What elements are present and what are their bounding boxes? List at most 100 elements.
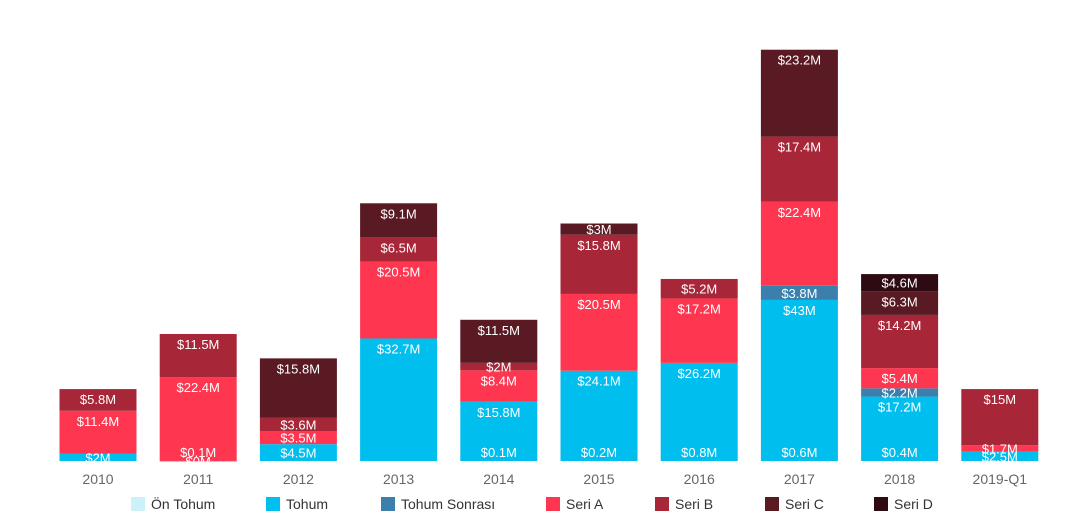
bars-layer — [59, 49, 1039, 462]
bar-segment-1-2011 — [159, 460, 237, 462]
x-tick-label: 2015 — [583, 471, 614, 487]
data-label: $3.5M — [280, 431, 316, 446]
data-label: $6.3M — [882, 294, 918, 309]
bar-segment-4-2017 — [760, 136, 838, 202]
data-label: $11.4M — [77, 414, 119, 429]
bar-segment-2-2018 — [861, 388, 939, 397]
legend-entry-label: Tohum — [286, 496, 328, 512]
legend: Ön Tohum Tohum Tohum Sonrası Seri A Seri B Se… — [131, 495, 933, 512]
bar-segment-3-2014 — [460, 370, 538, 402]
legend-entry-label: Ön Tohum — [151, 495, 215, 512]
legend-swatch — [765, 497, 779, 511]
bar-segment-1-2017 — [760, 299, 838, 461]
data-label: $15.8M — [477, 405, 520, 420]
x-tick-label: 2017 — [784, 471, 815, 487]
data-label: $4.6M — [882, 276, 918, 291]
bar-segment-4-2014 — [460, 362, 538, 371]
data-label-base: $0.6M — [781, 445, 817, 460]
data-label: $15.8M — [577, 238, 620, 253]
bar-segment-5-2012 — [259, 358, 337, 418]
x-axis-ticks: 2010 2011 2012 2013 2014 2015 2016 2017 2018 2019… — [82, 471, 1027, 487]
x-tick-label: 2014 — [483, 471, 514, 487]
bar-segment-1-2010 — [59, 453, 137, 461]
data-label: $0M — [186, 454, 211, 469]
data-label: $15.8M — [277, 361, 320, 376]
bar-segment-4-2016 — [660, 278, 738, 299]
bar-segment-4-2011 — [159, 333, 237, 378]
data-label: $8.4M — [481, 373, 517, 388]
data-label: $14.2M — [878, 318, 921, 333]
data-label-base: $0.1M — [481, 445, 517, 460]
bar-segment-5-2018 — [861, 291, 939, 315]
x-tick-label: 2011 — [183, 471, 213, 487]
bar-segment-3-2011 — [159, 377, 237, 461]
bar-segment-5-2013 — [360, 203, 438, 238]
bar-segment-5-2014 — [460, 319, 538, 363]
bar-segment-2-2017 — [760, 285, 838, 300]
data-label: $22.4M — [778, 205, 821, 220]
bar-segment-1-2018 — [861, 396, 939, 461]
x-tick-label: 2018 — [884, 471, 915, 487]
bar-segment-6-2018 — [861, 274, 939, 292]
data-label: $1.7M — [982, 441, 1018, 456]
legend-swatch — [131, 497, 145, 511]
bar-segment-3-2016 — [660, 298, 738, 363]
bar-segment-1-2019-Q1 — [961, 451, 1039, 461]
bar-segment-4-2018 — [861, 314, 939, 369]
x-tick-label: 2010 — [82, 471, 113, 487]
data-label: $4.5M — [280, 446, 316, 461]
bar-segment-3-2018 — [861, 368, 939, 389]
bar-segment-1-2015 — [560, 370, 638, 461]
data-label: $11.5M — [478, 323, 520, 338]
data-label: $17.2M — [878, 400, 921, 415]
data-label: $20.5M — [577, 297, 620, 312]
legend-swatch — [381, 497, 395, 511]
bar-segment-4-2015 — [560, 234, 638, 294]
legend-entry-label: Seri B — [675, 496, 713, 512]
data-label: $23.2M — [778, 53, 821, 68]
bar-segment-4-2013 — [360, 237, 438, 262]
data-label: $3.8M — [781, 286, 817, 301]
bar-segment-5-2015 — [560, 223, 638, 235]
segment-labels-layer: $2M$11.4M$5.8M$0M$22.4M$11.5M$4.5M$3.5M$… — [77, 53, 1018, 469]
data-label-base: $0.8M — [681, 445, 717, 460]
data-label: $15M — [984, 392, 1017, 407]
bar-segment-3-2015 — [560, 293, 638, 371]
data-label: $3M — [586, 222, 611, 237]
bar-segment-3-2012 — [259, 431, 337, 445]
bar-segment-1-2012 — [259, 444, 337, 461]
data-label: $2.5M — [982, 449, 1018, 464]
data-label: $9.1M — [381, 206, 417, 221]
legend-swatch — [655, 497, 669, 511]
data-label: $26.2M — [678, 366, 721, 381]
bar-segment-3-2017 — [760, 201, 838, 286]
legend-entry-label: Seri D — [894, 496, 933, 512]
bar-segment-3-2013 — [360, 261, 438, 339]
bar-segment-1-2014 — [460, 401, 538, 461]
legend-entry-label: Seri A — [566, 496, 604, 512]
data-label: $2M — [486, 360, 511, 375]
data-label: $24.1M — [577, 374, 620, 389]
bar-segment-4-2019-Q1 — [961, 389, 1039, 446]
data-label: $5.2M — [681, 282, 717, 297]
bar-segment-3-2019-Q1 — [961, 445, 1039, 452]
bar-segment-5-2017 — [760, 49, 838, 137]
bar-segment-1-2016 — [660, 362, 738, 461]
legend-swatch — [266, 497, 280, 511]
data-label: $2M — [85, 450, 110, 465]
data-label: $3.6M — [280, 417, 316, 432]
data-label: $32.7M — [377, 342, 420, 357]
data-label: $17.4M — [778, 140, 821, 155]
data-label: $17.2M — [678, 301, 721, 316]
data-label: $11.5M — [177, 337, 219, 352]
bar-segment-3-2010 — [59, 410, 137, 454]
data-label: $2.2M — [882, 385, 918, 400]
bar-segment-4-2010 — [59, 389, 137, 411]
x-tick-label: 2016 — [684, 471, 715, 487]
legend-entry-label: Tohum Sonrası — [401, 496, 495, 512]
data-label: $5.8M — [80, 392, 116, 407]
data-label: $43M — [783, 303, 816, 318]
data-label: $22.4M — [177, 380, 220, 395]
